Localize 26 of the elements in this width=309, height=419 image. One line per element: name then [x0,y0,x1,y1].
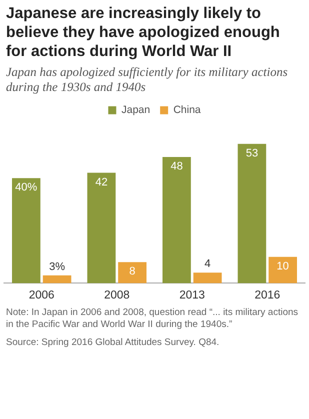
bar [193,272,222,284]
data-label: 42 [95,176,108,188]
chart-title: Japanese are increasingly likely to believe they have apologized enough for actions during World War II [6,4,281,61]
text: Note: In Japan in 2006 and 2008, question read “... its military actions in the Pacific War and World War II during the 1940s.” [6,307,300,331]
bar [12,178,40,284]
x-tick-label: 2013 [179,289,205,302]
bar [162,157,191,284]
data-label: 48 [170,160,183,173]
bar [238,144,266,284]
bar [42,275,72,284]
legend-label: Japan [121,104,150,116]
x-tick-label: 2016 [254,289,280,302]
bar [87,172,116,284]
x-tick-label: 2008 [104,289,130,302]
x-tick-label: 2006 [28,289,54,302]
bar [268,256,297,284]
data-label: 4 [204,258,211,270]
data-label: 3% [49,260,66,273]
data-label: 8 [129,266,136,278]
legend-label: China [173,104,201,116]
data-label: 40% [15,182,38,194]
bar [118,262,146,284]
data-label: 53 [246,147,258,160]
source-note: Source: Spring 2016 Global Attitudes Survey. Q84. [6,337,220,349]
data-label: 10 [276,260,289,272]
chart-subtitle: Japan has apologized sufficiently for its military actions during the 1930s and 1940s [6,65,289,95]
